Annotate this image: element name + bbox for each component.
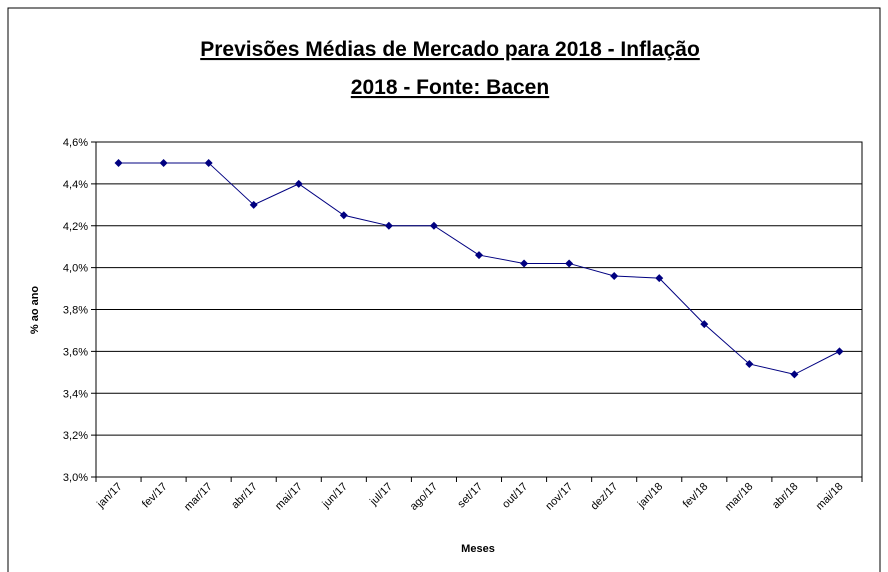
data-point (700, 320, 709, 329)
data-point (475, 251, 483, 260)
chart-title: 2018 - Fonte: Bacen (351, 76, 549, 99)
y-tick-label: 3,6% (63, 346, 88, 358)
data-point (790, 370, 799, 379)
y-tick-label: 4,6% (63, 137, 88, 149)
data-point (339, 211, 348, 220)
data-point (249, 200, 258, 209)
data-point (835, 347, 844, 356)
y-tick-label: 3,4% (63, 388, 88, 400)
y-tick-label: 3,2% (63, 430, 88, 442)
data-point (204, 158, 213, 167)
data-point (429, 221, 438, 230)
y-tick-label: 4,2% (63, 221, 88, 233)
y-tick-label: 3,0% (63, 472, 88, 484)
x-axis-label: Meses (461, 543, 495, 555)
y-tick-label: 4,4% (63, 179, 88, 191)
data-point (114, 158, 123, 167)
data-point (294, 179, 303, 188)
chart-title: Previsões Médias de Mercado para 2018 - … (200, 38, 700, 61)
data-point (610, 272, 619, 280)
y-axis-label: % ao ano (29, 286, 41, 335)
data-point (565, 259, 574, 268)
data-point (159, 158, 168, 167)
y-tick-label: 3,8% (63, 305, 88, 317)
data-point (655, 274, 664, 283)
data-point (520, 259, 529, 268)
data-point (384, 221, 393, 230)
data-point (745, 359, 754, 368)
y-tick-label: 4,0% (63, 263, 88, 275)
